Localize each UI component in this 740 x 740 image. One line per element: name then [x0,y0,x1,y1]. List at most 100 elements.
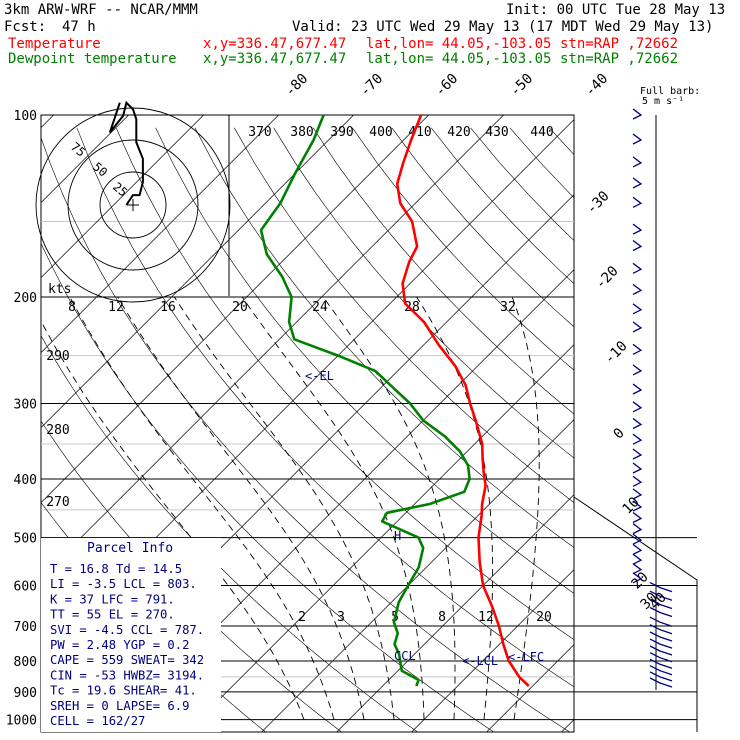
isotherm-label: -30 [584,188,613,217]
isotherm-line [336,494,574,732]
hodograph-trace [108,100,144,206]
hodograph-ring-label: 25 [110,180,130,200]
wind-barb [649,671,673,682]
wind-barb [632,543,643,555]
temperature-xy: x,y=336.47,677.47 [203,36,347,52]
moist-adiabat [69,296,335,720]
theta-label: 380 [290,125,313,140]
isotherm-label: -60 [432,71,461,100]
wind-barb [649,616,673,627]
mixing-ratio-label: 16 [160,300,176,315]
isotherm-label: -50 [507,71,536,100]
dry-adiabat [76,127,574,688]
pressure-tick-label: 200 [14,291,37,306]
wind-barb [632,511,643,524]
dry-adiabat [41,334,419,732]
isotherm-label: -70 [357,71,386,100]
isotherm-line [261,419,574,732]
mixing-ratio-label: 2 [298,610,306,625]
moist-adiabat [41,320,305,720]
dewpoint-profile [259,114,471,687]
parcel-info-row: SREH = 0 LAPSE= 6.9 [50,699,189,713]
isotherm-label: 0 [611,425,628,442]
isotherm-line [41,115,505,579]
wind-barb [632,303,643,315]
mixing-ratio-label: 8 [68,300,76,315]
mixing-ratio-label: 20 [232,300,248,315]
dewpoint-xy: x,y=336.47,677.47 [203,51,347,67]
moist-adiabat [322,296,456,720]
wind-barb [632,108,643,120]
theta-left-label: 270 [46,495,69,510]
isotherm-line [41,115,280,354]
isotherm-label: 20 [629,569,652,592]
parcel-info-row: PW = 2.48 YGP = 0.2 [50,638,189,652]
mixing-ratio-label: 32 [500,300,516,315]
dry-adiabat [234,127,574,503]
frame-boundary [573,496,698,732]
isotherm-label: -10 [602,338,631,367]
pressure-tick-label: 500 [14,532,37,547]
dry-adiabat [352,127,574,371]
dewpoint-latlon: lat,lon= 44.05,-103.05 [366,51,552,67]
isotherm-line [486,644,574,732]
hodograph-ring-label: 50 [90,160,110,180]
dry-adiabat [667,128,740,733]
temperature-latlon: lat,lon= 44.05,-103.05 [366,36,552,52]
wind-barb [632,500,643,512]
pressure-tick-label: 300 [14,397,37,412]
wind-barb [649,658,673,669]
dewpoint-legend: Dewpoint temperature [8,51,177,67]
mixing-ratio-label: 12 [108,300,124,315]
theta-label: 400 [369,125,392,140]
hodograph-ring [99,171,167,239]
isotherm-line [186,344,574,732]
isotherm-label: -80 [282,71,311,100]
init-time: Init: 00 UTC Tue 28 May 13 [506,2,726,18]
dry-adiabat [509,127,574,199]
theta-label: 420 [447,125,470,140]
pressure-tick-label: 100 [14,109,37,124]
forecast-hour: 47 h [62,19,96,35]
parcel-info-row: T = 16.8 Td = 14.5 [50,562,182,576]
parcel-info-row: CELL = 162/27 [50,714,145,728]
isotherm-line [41,115,355,429]
marker-lfc: <-LFC [508,650,544,664]
moist-adiabat [174,296,395,720]
wind-barb [632,196,643,208]
parcel-info-panel [41,538,221,732]
isotherm-label: -40 [582,71,611,100]
dry-adiabat [312,127,574,415]
wind-barb [632,553,643,565]
parcel-info-row: CIN = -53 HWBZ= 3194. [50,668,204,682]
barb-legend-title: Full barb: [640,86,700,97]
pressure-tick-label: 400 [14,473,37,488]
mixing-ratio-label: 12 [478,610,494,625]
temperature-profile [395,114,530,687]
wind-barb [632,433,643,445]
pressure-tick-label: 700 [14,620,37,635]
wind-barb [649,677,673,688]
wind-barb [649,652,673,663]
marker-ccl: CCL [394,649,416,663]
isotherm-line [411,569,574,732]
wind-barb [632,156,643,168]
dry-adiabat [391,127,574,328]
wind-barb [632,488,643,500]
model-title: 3km ARW-WRF -- NCAR/MMM [4,2,198,18]
mixing-ratio-label: 8 [438,610,446,625]
wind-barb [632,223,643,235]
wind-barb [649,606,673,618]
wind-barb [632,448,643,460]
parcel-info-title: Parcel Info [87,541,173,556]
theta-label: 390 [330,125,353,140]
pressure-tick-label: 600 [14,579,37,594]
marker-h: H [394,529,401,543]
wind-barb [632,523,643,535]
parcel-info-row: CAPE = 559 SWEAT= 342 [50,653,204,667]
hodograph-ring-label: 75 [68,140,88,160]
wind-barb [632,177,643,189]
parcel-info-row: SVI = -4.5 CCL = 787. [50,623,204,637]
wind-barb [649,624,673,635]
